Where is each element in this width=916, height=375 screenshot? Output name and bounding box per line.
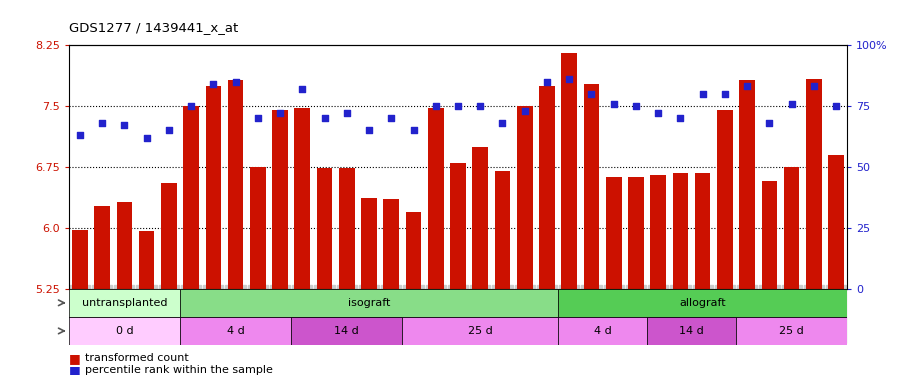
Point — [295, 86, 310, 92]
Point — [518, 108, 532, 114]
Point — [807, 84, 822, 90]
Bar — [406, 211, 421, 289]
Point — [429, 103, 443, 109]
Bar — [339, 168, 354, 289]
Point — [651, 110, 666, 116]
Bar — [495, 171, 510, 289]
Bar — [272, 110, 288, 289]
Point — [628, 103, 643, 109]
Bar — [250, 167, 266, 289]
Text: 4 d: 4 d — [226, 326, 245, 336]
Bar — [628, 177, 644, 289]
Bar — [384, 200, 399, 289]
Point — [717, 91, 732, 97]
Point — [94, 120, 109, 126]
Point — [606, 100, 621, 106]
Text: percentile rank within the sample: percentile rank within the sample — [85, 365, 273, 375]
Point — [250, 115, 265, 121]
Point — [228, 79, 243, 85]
Point — [784, 100, 799, 106]
Text: GDS1277 / 1439441_x_at: GDS1277 / 1439441_x_at — [69, 21, 238, 34]
Bar — [717, 110, 733, 289]
Bar — [139, 231, 154, 289]
Bar — [806, 79, 822, 289]
Text: 4 d: 4 d — [594, 326, 612, 336]
Bar — [402, 317, 558, 345]
Bar — [647, 317, 736, 345]
Bar — [450, 163, 465, 289]
Point — [673, 115, 688, 121]
Bar — [295, 108, 310, 289]
Point — [317, 115, 332, 121]
Bar — [473, 147, 488, 289]
Bar — [540, 86, 555, 289]
Point — [584, 91, 599, 97]
Bar — [558, 289, 847, 317]
Text: isograft: isograft — [348, 298, 390, 308]
Text: untransplanted: untransplanted — [82, 298, 167, 308]
Point — [451, 103, 465, 109]
Bar — [558, 317, 647, 345]
Point — [273, 110, 288, 116]
Bar — [736, 317, 847, 345]
Bar — [428, 108, 443, 289]
Bar — [205, 86, 221, 289]
Text: 25 d: 25 d — [780, 326, 804, 336]
Bar — [361, 198, 376, 289]
Point — [829, 103, 844, 109]
Point — [206, 81, 221, 87]
Bar — [161, 183, 177, 289]
Text: ■: ■ — [69, 352, 81, 364]
Text: 0 d: 0 d — [115, 326, 133, 336]
Point — [740, 84, 755, 90]
Bar — [828, 154, 844, 289]
Point — [384, 115, 398, 121]
Point — [362, 128, 376, 134]
Bar — [291, 317, 402, 345]
Point — [473, 103, 487, 109]
Point — [406, 128, 420, 134]
Bar — [180, 289, 558, 317]
Bar — [180, 317, 291, 345]
Point — [762, 120, 777, 126]
Text: 25 d: 25 d — [468, 326, 493, 336]
Text: 14 d: 14 d — [334, 326, 359, 336]
Point — [184, 103, 199, 109]
Bar — [784, 167, 800, 289]
Bar — [317, 168, 333, 289]
Text: allograft: allograft — [680, 298, 726, 308]
Bar — [583, 84, 599, 289]
Point — [562, 76, 576, 82]
Bar — [606, 177, 621, 289]
Text: 14 d: 14 d — [679, 326, 704, 336]
Point — [117, 122, 132, 128]
Bar — [183, 106, 199, 289]
Point — [540, 79, 554, 85]
Bar — [650, 175, 666, 289]
Text: transformed count: transformed count — [85, 353, 189, 363]
Bar — [739, 80, 755, 289]
Bar — [69, 289, 180, 317]
Point — [161, 128, 176, 134]
Text: ■: ■ — [69, 364, 81, 375]
Point — [72, 132, 87, 138]
Point — [340, 110, 354, 116]
Bar — [761, 182, 777, 289]
Bar — [116, 202, 132, 289]
Bar — [72, 230, 88, 289]
Bar — [94, 206, 110, 289]
Point — [496, 120, 510, 126]
Bar — [69, 317, 180, 345]
Bar — [562, 53, 577, 289]
Point — [139, 135, 154, 141]
Bar — [228, 80, 244, 289]
Bar — [695, 173, 711, 289]
Bar — [672, 172, 688, 289]
Bar — [517, 106, 532, 289]
Point — [695, 91, 710, 97]
